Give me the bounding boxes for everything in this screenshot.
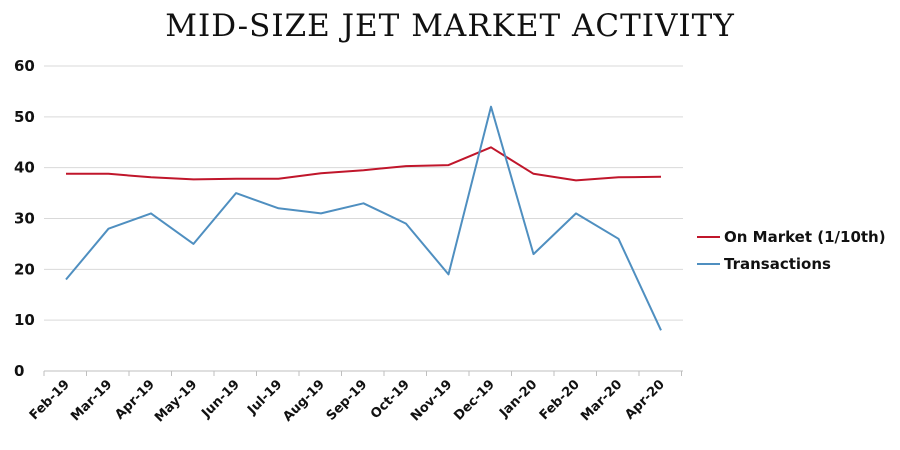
series-line-0 [66, 146, 662, 182]
x-tick-label: Aug-19 [280, 377, 327, 424]
legend-label: Transactions [724, 255, 831, 273]
x-tick-label: Sep-19 [324, 377, 371, 424]
x-tick-label: Feb-20 [537, 377, 583, 423]
chart-title: MID-SIZE JET MARKET ACTIVITY [165, 8, 735, 44]
x-tick-label: Apr-20 [622, 377, 667, 422]
legend-label: On Market (1/10th) [724, 228, 886, 246]
x-tick-label: Oct-19 [368, 377, 413, 422]
series-line-1 [65, 105, 662, 331]
y-tick-label: 10 [14, 311, 35, 329]
y-tick-label: 50 [14, 108, 35, 126]
x-tick-label: Mar-19 [68, 377, 115, 424]
x-tick-label: Jul-19 [244, 377, 285, 418]
gridlines [44, 65, 683, 372]
x-tick-label: Jun-19 [198, 377, 242, 421]
x-tick-label: Feb-19 [27, 377, 73, 423]
y-axis: 0 10 20 30 40 50 60 [14, 57, 35, 380]
x-tick-label: Mar-20 [578, 377, 625, 424]
x-tick-label: May-19 [152, 377, 200, 425]
x-tick-label: Nov-19 [408, 377, 455, 424]
series-lines [65, 105, 662, 331]
y-tick-label: 0 [14, 362, 24, 380]
y-tick-label: 30 [14, 210, 35, 228]
x-tick-label: Jan-20 [496, 377, 540, 421]
x-tick-label: Apr-19 [112, 377, 157, 422]
y-tick-label: 20 [14, 260, 35, 278]
x-tick-label: Dec-19 [451, 377, 498, 424]
y-tick-label: 60 [14, 57, 35, 75]
y-tick-label: 40 [14, 159, 35, 177]
legend: On Market (1/10th) Transactions [697, 228, 886, 273]
